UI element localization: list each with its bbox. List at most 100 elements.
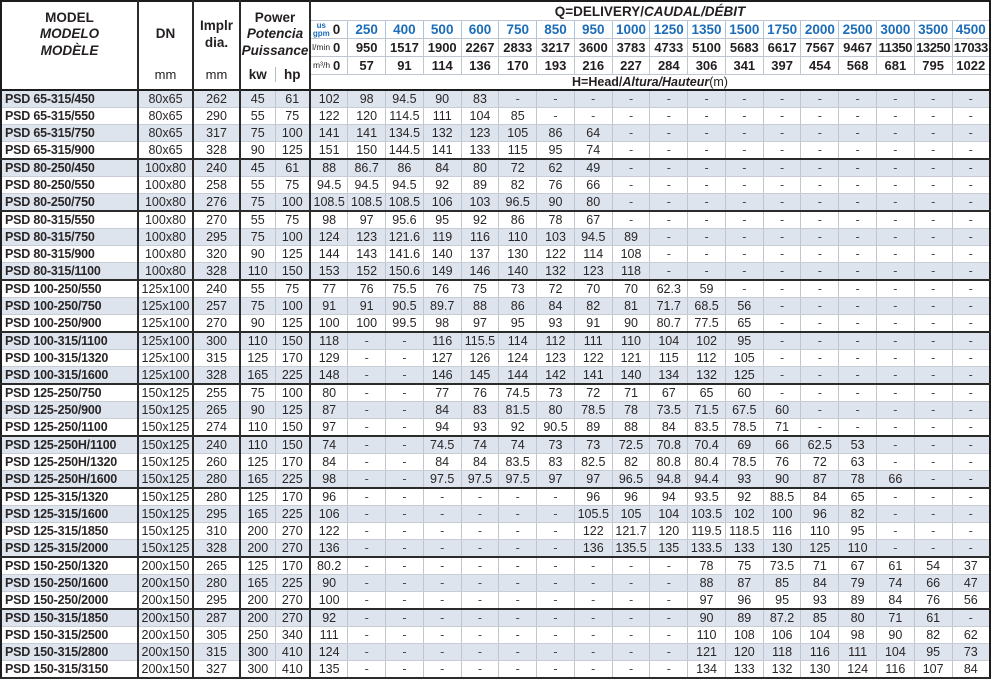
head-value-cell: 80 xyxy=(838,609,877,627)
head-value-cell: 140 xyxy=(498,262,538,281)
head-value-cell: 100 xyxy=(310,591,349,610)
head-value-cell: - xyxy=(498,643,538,661)
head-value-cell: 115 xyxy=(649,349,689,367)
hp-cell: 125 xyxy=(275,314,312,333)
head-value-cell: - xyxy=(612,141,651,160)
hp-cell: 170 xyxy=(275,453,312,471)
hp-cell: 150 xyxy=(275,418,312,437)
head-value-cell: - xyxy=(725,124,764,142)
head-value-cell: - xyxy=(687,228,726,246)
flow-value: 1517 xyxy=(385,38,424,57)
hp-cell: 75 xyxy=(275,107,312,125)
head-value-cell: 108 xyxy=(612,245,651,263)
table-row: PSD 150-315/2800 200x150 315 300 410 124- - - - -… xyxy=(1,643,990,661)
kw-cell: 75 xyxy=(240,124,276,142)
head-value-cell: - xyxy=(876,488,915,506)
head-value-cell: - xyxy=(952,436,990,454)
head-value-cell: - xyxy=(423,660,462,679)
dn-label: DN xyxy=(155,26,176,42)
head-value-cell: 141 xyxy=(310,124,349,142)
hp-cell: 410 xyxy=(275,643,312,661)
model-cell: PSD 80-250/750 xyxy=(1,193,139,212)
head-value-cell: 82 xyxy=(914,626,953,644)
head-value-cell: - xyxy=(347,384,387,402)
dn-cell: 200x150 xyxy=(138,609,194,627)
implr-unit: mm xyxy=(205,67,228,82)
head-value-cell: 107 xyxy=(914,660,953,679)
head-value-cell: 97.5 xyxy=(461,470,500,489)
head-value-cell: 93 xyxy=(461,418,500,437)
table-row: PSD 65-315/900 80x65 328 90 125 151 150 144.5 14… xyxy=(1,141,990,160)
head-value-cell: - xyxy=(914,211,953,229)
head-value-cell: 103 xyxy=(461,193,500,212)
model-label-fr: MODÈLE xyxy=(40,42,99,58)
flow-value: 6617 xyxy=(763,38,802,57)
impeller-dia-cell: 315 xyxy=(193,643,241,661)
hp-cell: 61 xyxy=(275,159,312,177)
flow-value: 3600 xyxy=(574,38,613,57)
flow-value: 3783 xyxy=(612,38,651,57)
impeller-dia-cell: 310 xyxy=(193,522,241,540)
head-value-cell: 133.5 xyxy=(687,539,726,558)
head-value-cell: 104 xyxy=(876,643,915,661)
head-value-cell: 118.5 xyxy=(725,522,764,540)
head-value-cell: 121 xyxy=(687,643,726,661)
head-value-cell: - xyxy=(687,141,726,160)
kw-cell: 165 xyxy=(240,574,276,592)
kw-cell: 45 xyxy=(240,159,276,177)
flow-value: 400 xyxy=(385,20,424,39)
head-value-cell: 94.5 xyxy=(385,90,424,108)
table-row: PSD 100-250/550 125x100 240 55 75 77 76 75.5 76 7… xyxy=(1,280,990,298)
head-value-cell: 84 xyxy=(536,297,575,315)
dn-cell: 150x125 xyxy=(138,401,194,419)
flow-value: 5100 xyxy=(687,38,726,57)
head-value-cell: - xyxy=(385,626,424,644)
head-value-cell: 89 xyxy=(461,176,500,194)
table-row: PSD 125-250H/1600 150x125 280 165 225 98- -97.… xyxy=(1,470,990,489)
head-value-cell: - xyxy=(612,643,651,661)
hp-cell: 225 xyxy=(275,470,312,489)
kw-cell: 55 xyxy=(240,176,276,194)
head-value-cell: - xyxy=(385,660,424,679)
head-value-cell: 144.5 xyxy=(385,141,424,160)
hp-cell: 100 xyxy=(275,193,312,212)
head-value-cell: 53 xyxy=(838,436,877,454)
head-value-cell: - xyxy=(952,228,990,246)
model-cell: PSD 150-315/1850 xyxy=(1,609,139,627)
head-value-cell: 110 xyxy=(800,522,840,540)
head-value-cell: 108 xyxy=(725,626,764,644)
power-label-en: Power xyxy=(254,10,296,26)
head-value-cell: 66 xyxy=(876,470,915,489)
hp-cell: 61 xyxy=(275,90,312,108)
table-row: PSD 65-315/550 80x65 290 55 75 122 120 114.5 111… xyxy=(1,107,990,125)
implr-label-1: Implr xyxy=(199,18,233,34)
head-value-cell: 88.5 xyxy=(763,488,802,506)
head-value-cell: 80 xyxy=(574,193,613,212)
head-value-cell: - xyxy=(725,245,764,263)
impeller-dia-cell: 240 xyxy=(193,436,241,454)
head-value-cell: - xyxy=(347,643,387,661)
head-value-cell: - xyxy=(952,107,990,125)
head-value-cell: - xyxy=(649,245,689,263)
head-value-cell: 83 xyxy=(461,401,500,419)
head-value-cell: 104 xyxy=(461,107,500,125)
head-value-cell: 104 xyxy=(649,332,689,350)
head-value-cell: - xyxy=(347,332,387,350)
head-value-cell: - xyxy=(498,522,538,540)
flow-value: 11350 xyxy=(876,38,915,57)
head-value-cell: 123 xyxy=(536,349,575,367)
head-value-cell: 106 xyxy=(763,626,802,644)
head-value-cell: - xyxy=(952,141,990,160)
head-value-cell: - xyxy=(876,384,915,402)
impeller-dia-cell: 328 xyxy=(193,366,241,385)
head-value-cell: 108.5 xyxy=(347,193,387,212)
head-value-cell: - xyxy=(876,332,915,350)
head-value-cell: - xyxy=(612,107,651,125)
head-value-cell: 85 xyxy=(763,574,802,592)
head-value-cell: 78 xyxy=(612,401,651,419)
head-value-cell: 125 xyxy=(725,366,764,385)
head-value-cell: - xyxy=(876,539,915,558)
head-value-cell: 88 xyxy=(310,159,349,177)
dn-cell: 125x100 xyxy=(138,280,194,298)
hp-cell: 75 xyxy=(275,280,312,298)
